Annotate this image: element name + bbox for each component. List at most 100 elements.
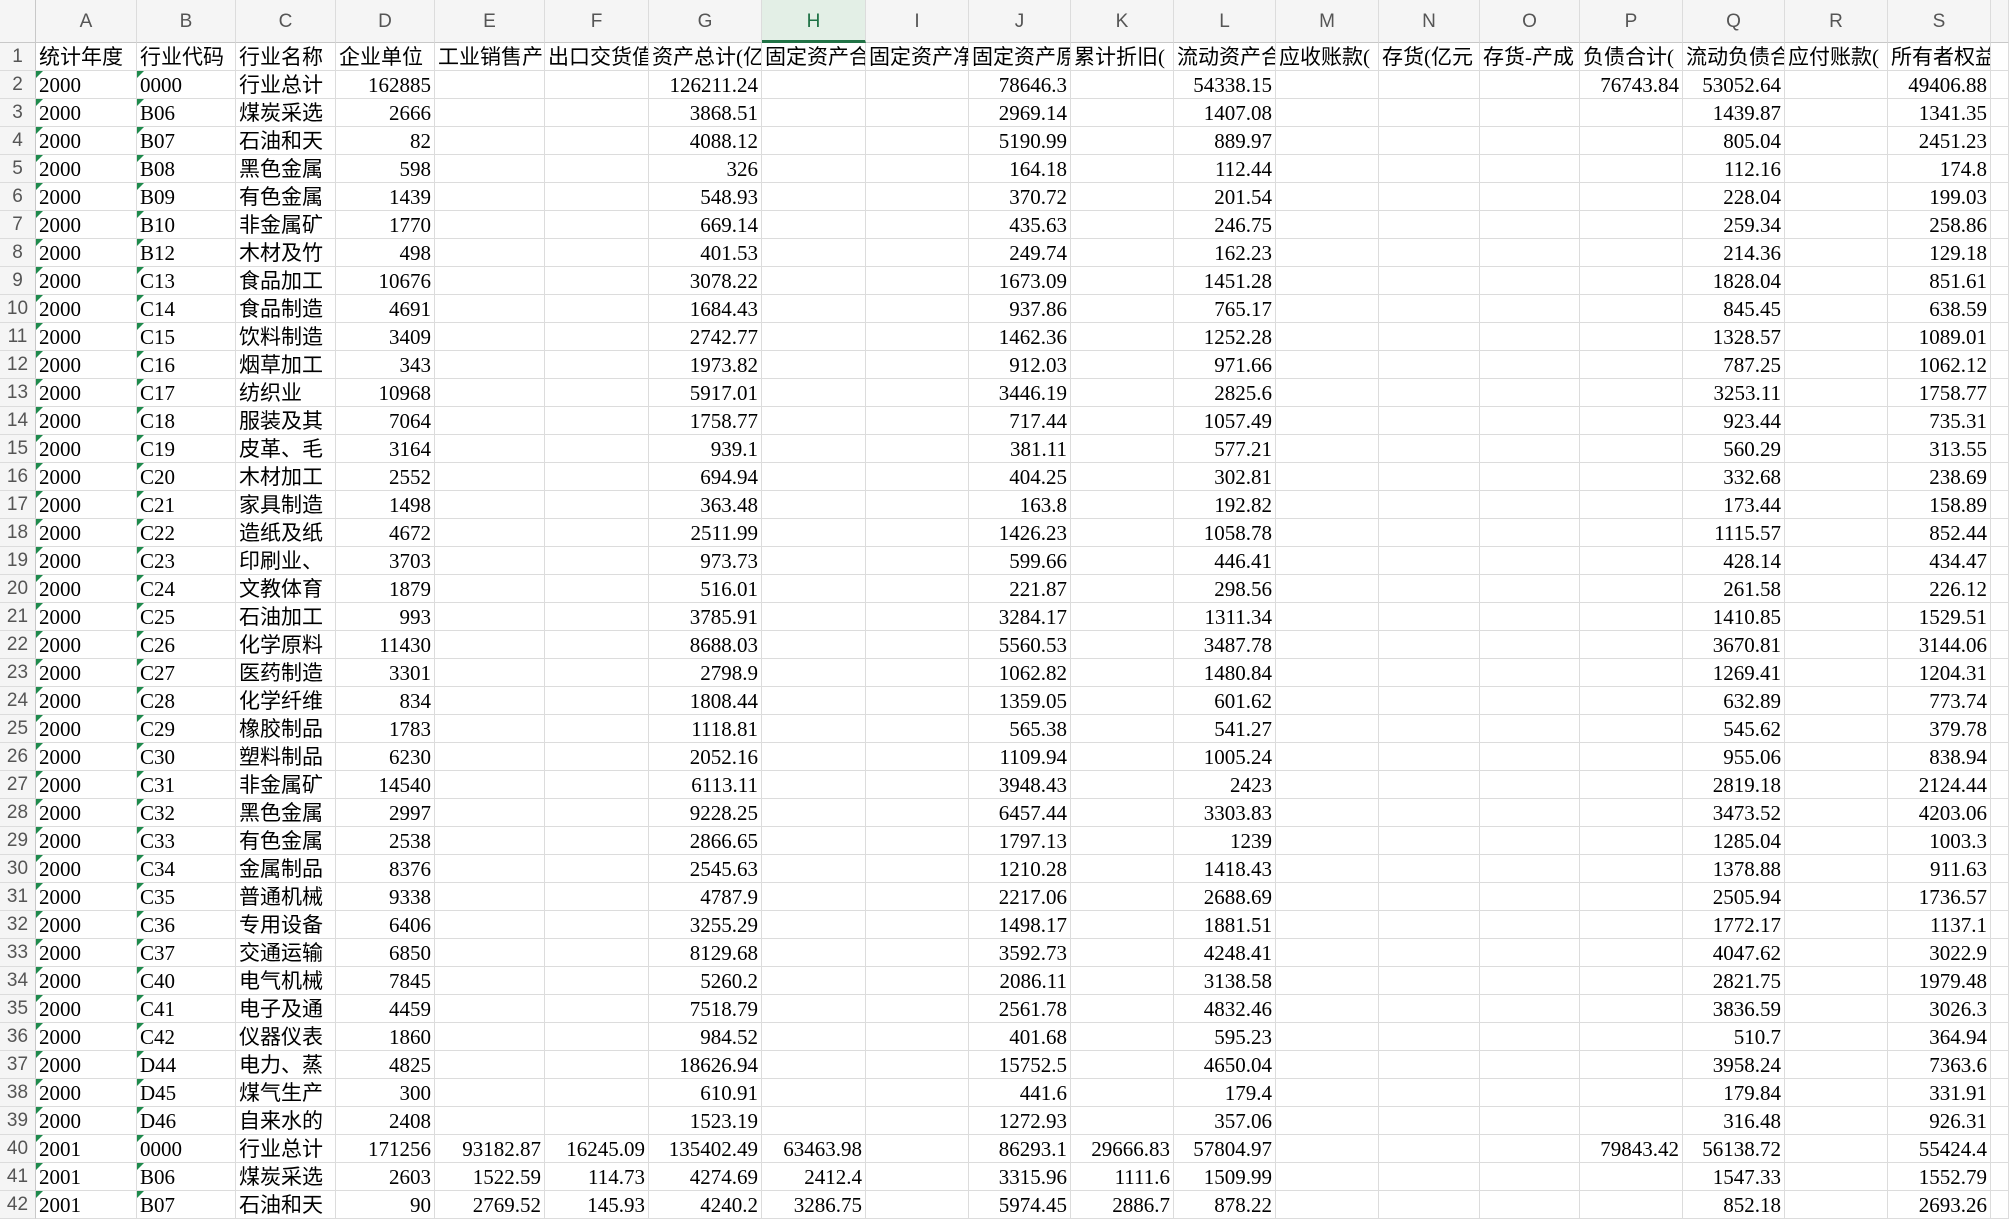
cell[interactable]	[866, 1163, 969, 1191]
cell[interactable]: 行业代码	[137, 43, 236, 71]
cell[interactable]: 14540	[336, 771, 435, 799]
cell[interactable]: 所有者权益	[1888, 43, 1991, 71]
cell[interactable]	[1480, 771, 1580, 799]
cell[interactable]: 3868.51	[649, 99, 762, 127]
cell[interactable]: 1783	[336, 715, 435, 743]
cell[interactable]	[1276, 295, 1379, 323]
cell[interactable]: 1272.93	[969, 1107, 1071, 1135]
cell[interactable]: 橡胶制品	[236, 715, 336, 743]
cell[interactable]: 交通运输	[236, 939, 336, 967]
cell[interactable]: 3409	[336, 323, 435, 351]
cell[interactable]	[762, 547, 866, 575]
cell[interactable]	[866, 687, 969, 715]
cell[interactable]	[1276, 1191, 1379, 1219]
cell[interactable]	[435, 771, 545, 799]
cell[interactable]: 2000	[36, 435, 137, 463]
cell[interactable]: 3164	[336, 435, 435, 463]
row-header[interactable]: 14	[0, 407, 36, 435]
cell[interactable]	[1785, 463, 1888, 491]
cell[interactable]: 7845	[336, 967, 435, 995]
cell[interactable]	[866, 967, 969, 995]
cell[interactable]	[866, 743, 969, 771]
cell[interactable]: 370.72	[969, 183, 1071, 211]
cell[interactable]	[1379, 267, 1480, 295]
cell[interactable]: 2693.26	[1888, 1191, 1991, 1219]
cell[interactable]: 工业销售产	[435, 43, 545, 71]
cell[interactable]	[1580, 1023, 1683, 1051]
cell[interactable]: B07	[137, 1191, 236, 1219]
cell[interactable]: 2798.9	[649, 659, 762, 687]
cell[interactable]: 2000	[36, 1023, 137, 1051]
cell[interactable]: 86293.1	[969, 1135, 1071, 1163]
cell[interactable]: 2052.16	[649, 743, 762, 771]
cell[interactable]	[1071, 267, 1174, 295]
cell[interactable]	[435, 659, 545, 687]
cell[interactable]	[1480, 379, 1580, 407]
cell[interactable]	[545, 967, 649, 995]
cell[interactable]: 595.23	[1174, 1023, 1276, 1051]
cell[interactable]	[1785, 939, 1888, 967]
cell[interactable]	[866, 995, 969, 1023]
cell[interactable]: 2000	[36, 351, 137, 379]
column-header[interactable]: H	[762, 0, 866, 43]
cell[interactable]	[1071, 855, 1174, 883]
cell[interactable]	[1379, 127, 1480, 155]
cell[interactable]	[1379, 183, 1480, 211]
cell[interactable]: 2819.18	[1683, 771, 1785, 799]
cell[interactable]	[435, 295, 545, 323]
cell[interactable]: 1426.23	[969, 519, 1071, 547]
cell[interactable]	[762, 575, 866, 603]
cell[interactable]: 90	[336, 1191, 435, 1219]
cell[interactable]	[1276, 1051, 1379, 1079]
cell[interactable]	[1580, 407, 1683, 435]
cell[interactable]: 流动资产合	[1174, 43, 1276, 71]
cell[interactable]: 313.55	[1888, 435, 1991, 463]
cell[interactable]	[1071, 1079, 1174, 1107]
cell[interactable]: 1109.94	[969, 743, 1071, 771]
cell[interactable]: 5560.53	[969, 631, 1071, 659]
cell[interactable]: C17	[137, 379, 236, 407]
cell[interactable]: 2000	[36, 183, 137, 211]
cell[interactable]: 2000	[36, 379, 137, 407]
cell[interactable]: 2000	[36, 547, 137, 575]
column-header[interactable]: S	[1888, 0, 1991, 43]
cell[interactable]: B06	[137, 1163, 236, 1191]
cell[interactable]	[1071, 463, 1174, 491]
cell[interactable]: 226.12	[1888, 575, 1991, 603]
cell[interactable]: 162.23	[1174, 239, 1276, 267]
cell[interactable]	[762, 155, 866, 183]
column-header[interactable]: L	[1174, 0, 1276, 43]
cell[interactable]	[1785, 379, 1888, 407]
row-header[interactable]: 15	[0, 435, 36, 463]
cell[interactable]: 电气机械	[236, 967, 336, 995]
cell[interactable]	[545, 519, 649, 547]
cell[interactable]: 201.54	[1174, 183, 1276, 211]
cell[interactable]	[545, 743, 649, 771]
cell[interactable]: C32	[137, 799, 236, 827]
cell[interactable]: 1509.99	[1174, 1163, 1276, 1191]
cell[interactable]	[1071, 911, 1174, 939]
cell[interactable]: 10968	[336, 379, 435, 407]
cell[interactable]	[762, 603, 866, 631]
cell[interactable]: 皮革、毛	[236, 435, 336, 463]
cell[interactable]	[1379, 687, 1480, 715]
row-header[interactable]: 1	[0, 43, 36, 71]
cell[interactable]: 158.89	[1888, 491, 1991, 519]
cell[interactable]: B08	[137, 155, 236, 183]
cell[interactable]	[435, 1023, 545, 1051]
cell[interactable]	[1071, 491, 1174, 519]
cell[interactable]: 3473.52	[1683, 799, 1785, 827]
cell[interactable]: 化学纤维	[236, 687, 336, 715]
cell[interactable]	[1785, 659, 1888, 687]
cell[interactable]: 6230	[336, 743, 435, 771]
cell[interactable]	[1480, 491, 1580, 519]
cell[interactable]: 787.25	[1683, 351, 1785, 379]
cell[interactable]	[866, 407, 969, 435]
cell[interactable]	[1071, 99, 1174, 127]
cell[interactable]	[762, 743, 866, 771]
cell[interactable]	[1276, 351, 1379, 379]
cell[interactable]	[1785, 715, 1888, 743]
cell[interactable]: 1736.57	[1888, 883, 1991, 911]
cell[interactable]	[1276, 491, 1379, 519]
cell[interactable]: 955.06	[1683, 743, 1785, 771]
